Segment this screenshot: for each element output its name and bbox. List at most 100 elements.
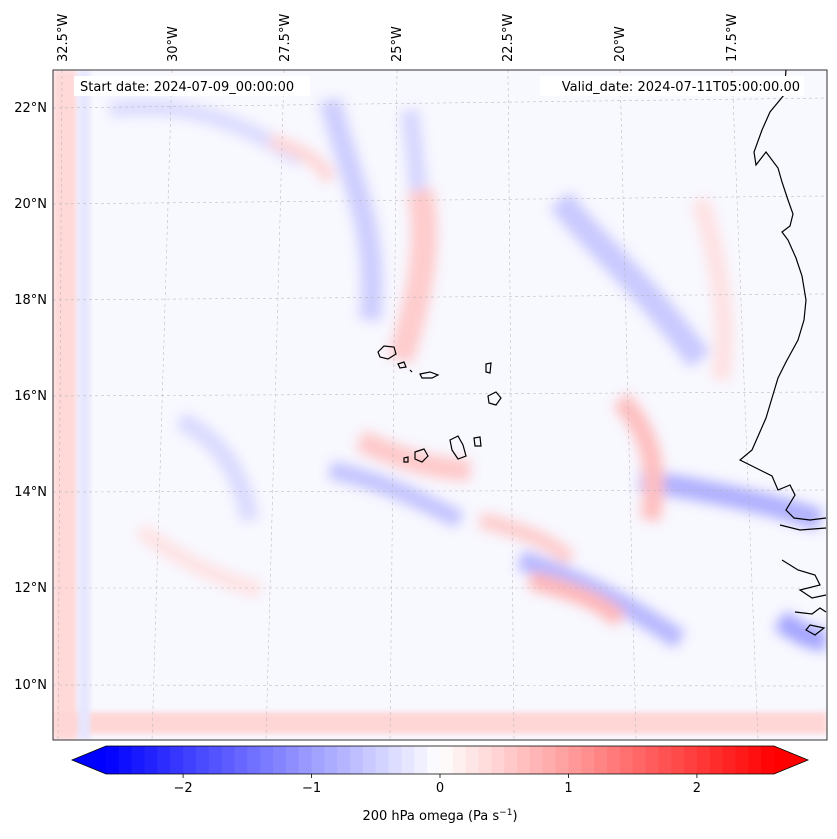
colorbar-cell: [722, 746, 737, 774]
colorbar-cell: [709, 746, 724, 774]
colorbar-cell: [118, 746, 133, 774]
colorbar-cell: [260, 746, 274, 774]
lat-label-14n: 14°N: [14, 485, 47, 500]
colorbar-cell: [568, 746, 582, 774]
colorbar-cell: [157, 746, 171, 774]
lat-label-20n: 20°N: [14, 197, 47, 212]
colorbar-cell: [632, 746, 647, 774]
colorbar-cell: [375, 746, 390, 774]
start-date-box: [74, 76, 310, 96]
map-frame: [52, 69, 828, 741]
colorbar-cell: [170, 746, 184, 774]
colorbar-cell: [195, 746, 210, 774]
island-sao-nicolau: [419, 371, 440, 379]
colorbar-cell: [529, 746, 544, 774]
colorbar-cell: [362, 746, 377, 774]
colorbar-cell: [465, 746, 480, 774]
colorbar-low-extend: [72, 746, 106, 774]
africa-coastline: [738, 70, 827, 636]
colorbar-cell: [324, 746, 338, 774]
lat-label-10n: 10°N: [14, 678, 47, 693]
colorbar-cell: [452, 746, 467, 774]
island-boa-vista: [487, 391, 502, 406]
colorbar-ticks: −2 −1 0 1 2: [173, 774, 701, 796]
colorbar-cell: [645, 746, 659, 774]
colorbar-tick-label: 1: [564, 781, 572, 796]
omega-field: [53, 70, 827, 740]
colorbar-cell: [144, 746, 158, 774]
colorbar-cell: [427, 746, 441, 774]
colorbar-cell: [131, 746, 146, 774]
lat-label-22n: 22°N: [14, 101, 47, 116]
island-maio: [473, 436, 482, 447]
colorbar-cell: [440, 746, 454, 774]
island-fogo: [414, 448, 429, 463]
island-brava: [403, 456, 409, 463]
colorbar-cell: [696, 746, 711, 774]
island-santa-luzia: [409, 369, 413, 373]
start-date-label: Start date: 2024-07-09_00:00:00: [80, 80, 294, 95]
colorbar-tick-label: −2: [173, 781, 192, 796]
colorbar-cell: [414, 746, 428, 774]
colorbar-label: 200 hPa omega (Pa s−1): [362, 808, 517, 824]
colorbar-cell: [658, 746, 672, 774]
colorbar-cell: [671, 746, 685, 774]
colorbar-cell: [106, 746, 120, 774]
island-santo-antao: [377, 345, 397, 360]
colorbar-cell: [684, 746, 698, 774]
colorbar-cell: [491, 746, 505, 774]
lon-label-25w: 25°W: [390, 26, 405, 62]
colorbar-cell: [350, 746, 364, 774]
colorbar-tick-label: 0: [436, 781, 444, 796]
colorbar-cell: [581, 746, 595, 774]
colorbar-cell: [401, 746, 415, 774]
colorbar-cell: [298, 746, 313, 774]
lon-label-30w: 30°W: [166, 26, 181, 62]
colorbar-cell: [285, 746, 300, 774]
colorbar-outline: [70, 745, 810, 775]
colorbar-cell: [761, 746, 775, 774]
colorbar-cell: [517, 746, 531, 774]
colorbar-cell: [735, 746, 749, 774]
colorbar-cell: [504, 746, 518, 774]
valid-date-label: Valid_date: 2024-07-11T05:00:00.00: [562, 80, 800, 95]
colorbar-cell: [555, 746, 570, 774]
latitude-labels: 22°N 20°N 18°N 16°N 14°N 12°N 10°N: [14, 101, 47, 693]
colorbar-cell: [542, 746, 557, 774]
colorbar-tick-label: 2: [693, 781, 701, 796]
valid-date-box: [540, 76, 804, 96]
colorbar-cell: [221, 746, 236, 774]
colorbar-cells: [106, 746, 775, 774]
colorbar-cell: [607, 746, 621, 774]
lon-label-20w: 20°W: [613, 26, 628, 62]
colorbar-cell: [748, 746, 762, 774]
colorbar-cell: [183, 746, 197, 774]
island-santiago: [449, 435, 467, 460]
gridlines: [53, 70, 827, 740]
colorbar-cell: [619, 746, 634, 774]
colorbar-cell: [337, 746, 351, 774]
coastlines: [377, 70, 827, 636]
colorbar: −2 −1 0 1 2 200 hPa omega (Pa s−1): [70, 745, 810, 824]
colorbar-cell: [273, 746, 287, 774]
lon-label-22-5w: 22.5°W: [501, 14, 516, 62]
lon-label-17-5w: 17.5°W: [725, 14, 740, 62]
colorbar-high-extend: [774, 746, 808, 774]
lat-label-16n: 16°N: [14, 389, 47, 404]
island-sal: [485, 362, 492, 374]
colorbar-cell: [478, 746, 492, 774]
colorbar-cell: [208, 746, 223, 774]
lat-label-18n: 18°N: [14, 293, 47, 308]
colorbar-cell: [311, 746, 325, 774]
colorbar-tick-label: −1: [302, 781, 321, 796]
longitude-labels: 32.5°W 30°W 27.5°W 25°W 22.5°W 20°W 17.5…: [56, 14, 740, 62]
lat-label-12n: 12°N: [14, 581, 47, 596]
colorbar-cell: [247, 746, 261, 774]
lon-label-27-5w: 27.5°W: [278, 14, 293, 62]
colorbar-cell: [234, 746, 248, 774]
island-sao-vicente: [397, 361, 407, 369]
colorbar-cell: [388, 746, 403, 774]
lon-label-32-5w: 32.5°W: [56, 14, 71, 62]
colorbar-cell: [594, 746, 608, 774]
